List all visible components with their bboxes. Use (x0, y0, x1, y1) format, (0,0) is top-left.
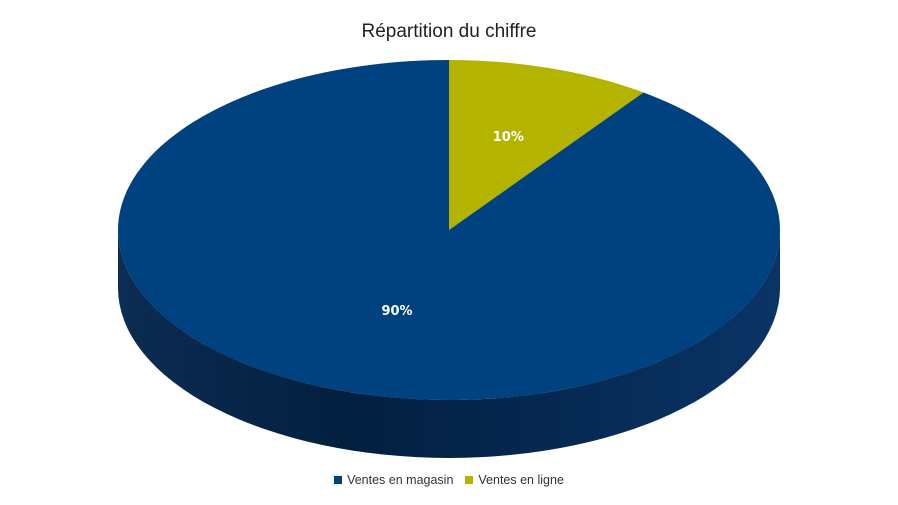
legend-label: Ventes en ligne (478, 473, 564, 487)
legend-swatch (465, 476, 474, 484)
legend-swatch (334, 476, 343, 484)
legend-item: Ventes en ligne (465, 473, 564, 487)
legend: Ventes en magasin Ventes en ligne (0, 473, 898, 487)
legend-label: Ventes en magasin (347, 473, 454, 487)
data-label-ventes-en-magasin: 90% (381, 304, 412, 319)
legend-item: Ventes en magasin (334, 473, 453, 487)
pie-side-wall (118, 230, 780, 458)
chart-title: Répartition du chiffre (361, 21, 537, 42)
pie-slice-ventes-en-magasin (118, 60, 780, 400)
data-label-ventes-en-ligne: 10% (493, 130, 524, 145)
pie-slice-ventes-en-ligne (449, 60, 644, 230)
